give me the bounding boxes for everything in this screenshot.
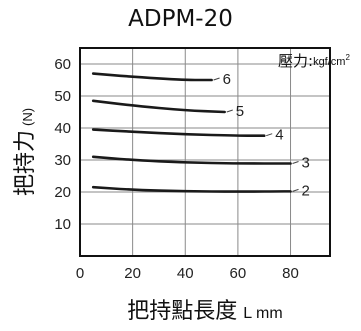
- chart-title: ADPM-20: [128, 6, 233, 32]
- x-tick-label: 0: [76, 265, 84, 282]
- series-label-5: 5: [236, 103, 244, 120]
- y-tick-label: 60: [54, 56, 71, 73]
- series-label-6: 6: [223, 71, 231, 88]
- series-line-2: [91, 185, 292, 193]
- x-tick-label: 60: [230, 265, 247, 282]
- series-line-3: [91, 155, 292, 165]
- series-line-5: [91, 99, 226, 114]
- series-leader-3: [292, 161, 299, 164]
- series-leader-2: [292, 188, 299, 192]
- y-tick-label: 40: [54, 120, 71, 137]
- y-axis-label: 把持力(N): [13, 108, 38, 196]
- x-tick-label: 40: [177, 265, 194, 282]
- plot-frame: [79, 47, 331, 257]
- series-label-2: 2: [302, 182, 310, 199]
- x-tick-label: 20: [124, 265, 141, 282]
- series-leader-5: [226, 109, 233, 113]
- y-tick-label: 10: [54, 216, 71, 233]
- series-label-3: 3: [302, 155, 310, 172]
- series-leader-4: [266, 133, 273, 137]
- series-line-4: [91, 128, 266, 137]
- series-leader-6: [213, 77, 220, 81]
- series-label-4: 4: [275, 127, 283, 144]
- y-tick-label: 20: [54, 184, 71, 201]
- x-axis-label: 把持點長度 L mm: [127, 299, 282, 324]
- annotation-label: 壓力:kgf/cm2: [278, 52, 350, 70]
- y-tick-label: 30: [54, 152, 71, 169]
- series-line-6: [91, 72, 213, 82]
- y-tick-label: 50: [54, 88, 71, 105]
- x-tick-label: 80: [282, 265, 299, 282]
